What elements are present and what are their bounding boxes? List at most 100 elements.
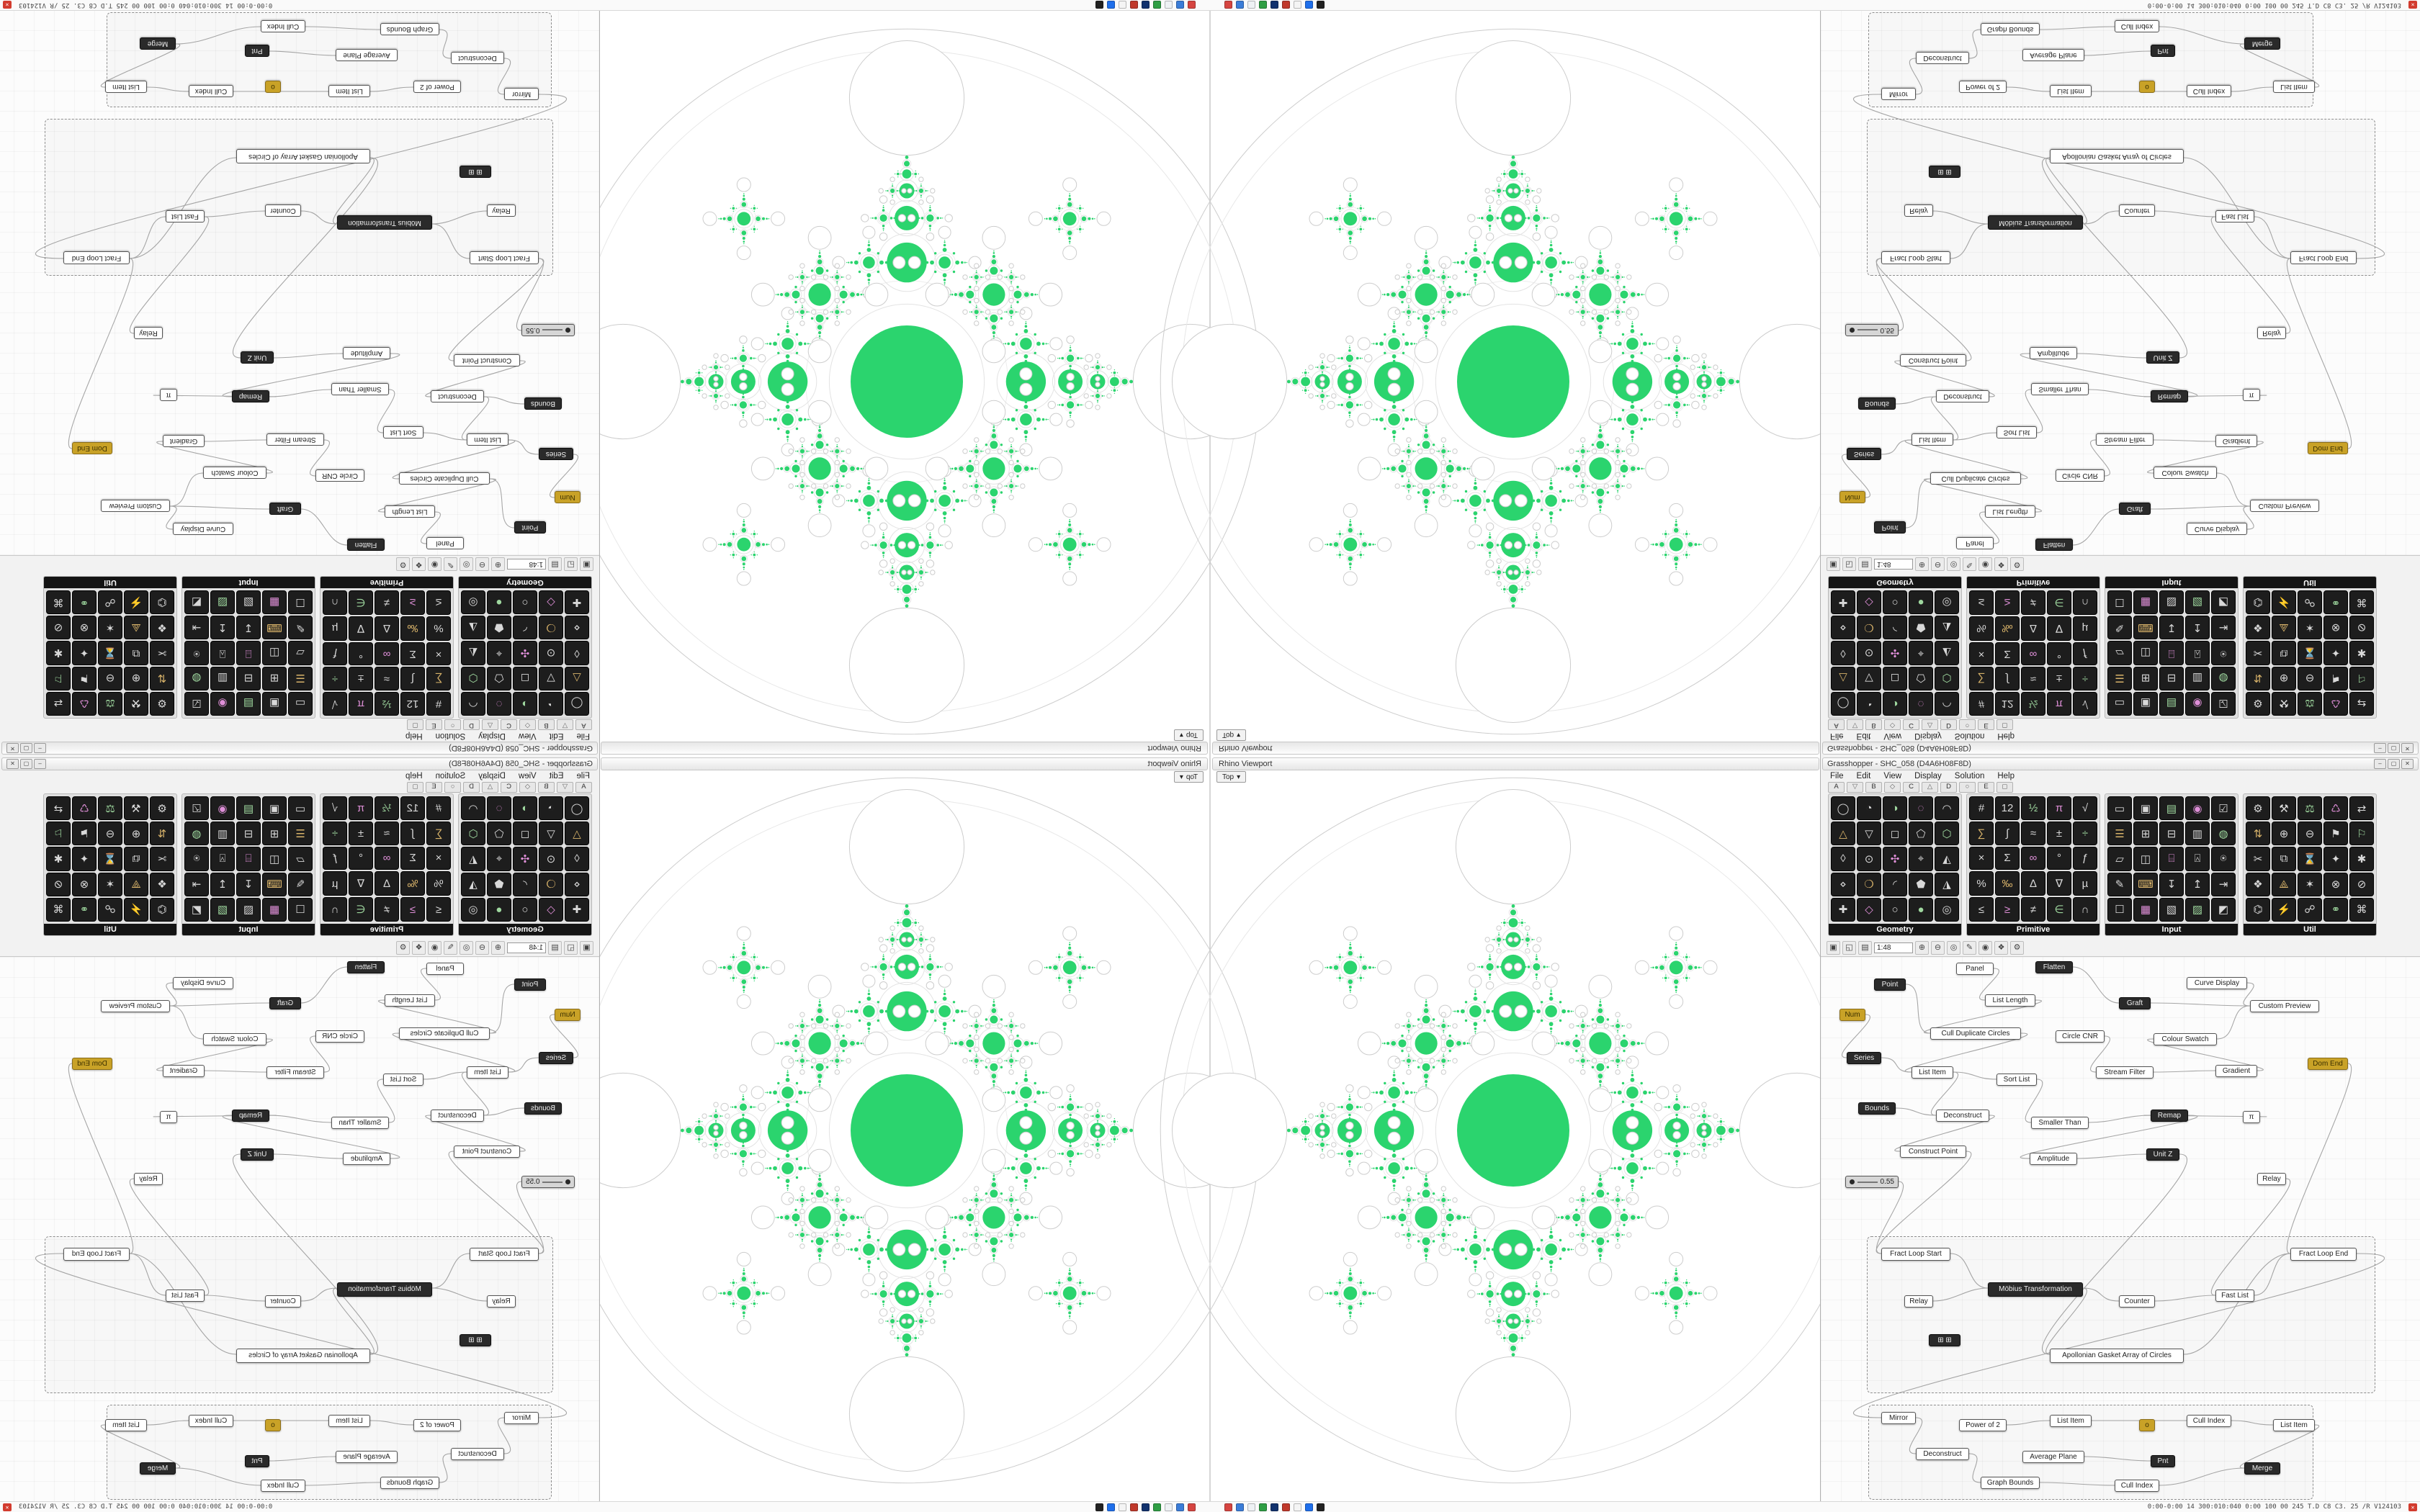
cluster-icon[interactable]: ❖ (1994, 557, 2008, 572)
component-icon[interactable]: ▦ (262, 897, 287, 922)
component-icon[interactable]: ▦ (2133, 590, 2158, 615)
taskbar-app-icon[interactable] (1153, 1, 1161, 9)
component-icon[interactable]: ✂ (150, 847, 174, 871)
tab-shape-icon[interactable]: ◻ (1996, 719, 2013, 730)
menu-help[interactable]: Help (1997, 771, 2015, 780)
component-icon[interactable]: ▨ (2185, 897, 2210, 922)
gh-node[interactable]: Amplitude (2030, 1153, 2077, 1165)
gh-node[interactable]: Gradient (2215, 435, 2257, 447)
gh-node[interactable]: Bounds (524, 1102, 562, 1115)
zoom-input[interactable] (1874, 942, 1913, 953)
taskbar-app-icon[interactable] (1282, 1, 1290, 9)
component-icon[interactable]: ◩ (184, 897, 209, 922)
component-icon[interactable]: ⊟ (236, 822, 261, 846)
gh-node[interactable]: Colour Swatch (203, 1033, 266, 1045)
gh-node[interactable]: Merge (140, 37, 176, 50)
gh-node[interactable]: Curve Display (173, 523, 233, 535)
component-icon[interactable]: ⊙ (1857, 641, 1881, 665)
component-icon[interactable]: π (2047, 692, 2071, 716)
component-icon[interactable]: ≥ (1995, 897, 2020, 922)
minimize-button[interactable]: – (34, 743, 46, 753)
component-icon[interactable]: ☐ (2107, 897, 2132, 922)
component-icon[interactable]: ✂ (150, 641, 174, 665)
component-icon[interactable]: ✱ (46, 847, 71, 871)
component-icon[interactable]: ⚙ (2246, 691, 2270, 716)
gh-node[interactable]: Bounds (524, 397, 562, 410)
gh-node[interactable]: 0.55 (1845, 324, 1899, 336)
component-icon[interactable]: ▣ (262, 691, 287, 716)
tab-shape-icon[interactable]: ▽ (557, 782, 573, 793)
gh-node[interactable]: Fract Loop End (2290, 1248, 2357, 1261)
gh-node[interactable]: Panel (1956, 537, 1994, 549)
menu-solution[interactable]: Solution (435, 732, 466, 741)
component-icon[interactable]: ◍ (2211, 666, 2236, 690)
component-icon[interactable]: × (1969, 642, 1994, 666)
tab-c[interactable]: C (1903, 782, 1919, 793)
tab-shape-icon[interactable]: ◇ (519, 782, 536, 793)
component-icon[interactable]: ▤ (236, 691, 261, 716)
gh-node[interactable]: π (2243, 1111, 2260, 1123)
rhino-titlebar[interactable]: Rhino Viewport (1212, 757, 1819, 770)
component-icon[interactable]: ⋄ (565, 872, 589, 896)
gh-node[interactable]: ⊞ ⊞ (460, 166, 491, 178)
gh-node[interactable]: Fract Loop Start (470, 251, 539, 264)
component-icon[interactable]: ◎ (461, 590, 485, 615)
gh-node[interactable]: Counter (2119, 204, 2155, 217)
zoom-in-icon[interactable]: ⊕ (1915, 557, 1929, 572)
component-icon[interactable]: ⍓ (210, 641, 235, 665)
component-icon[interactable]: ☑ (2211, 796, 2236, 821)
tab-shape-icon[interactable]: ○ (1959, 719, 1976, 730)
gh-node[interactable]: 0.55 (521, 1176, 575, 1188)
gh-node[interactable]: Smaller Than (331, 1117, 389, 1129)
gh-node[interactable]: Circle CNR (2056, 469, 2105, 482)
gh-node[interactable]: Stream Filter (266, 433, 324, 446)
menu-edit[interactable]: Edit (549, 732, 564, 741)
component-icon[interactable]: ✎ (2107, 616, 2132, 640)
tab-b[interactable]: B (1865, 782, 1882, 793)
taskbar-app-icon[interactable] (1119, 1503, 1126, 1511)
gh-node[interactable]: Bounds (1858, 397, 1896, 410)
gh-node[interactable]: List Item (328, 1415, 370, 1427)
gh-node[interactable]: Point (1874, 521, 1906, 534)
new-document-icon[interactable]: ▣ (580, 557, 593, 572)
new-document-icon[interactable]: ▣ (1827, 940, 1840, 955)
component-icon[interactable]: ⊕ (2272, 822, 2296, 846)
gh-node[interactable]: Cull Index (261, 20, 305, 32)
gh-node[interactable]: Dom End (2308, 442, 2348, 454)
gh-node[interactable]: Apollonian Gasket Array of Circles (236, 1349, 370, 1363)
save-document-icon[interactable]: ▤ (1858, 940, 1872, 955)
gh-node[interactable]: Stream Filter (2096, 433, 2154, 446)
rhino-titlebar[interactable]: Rhino Viewport (1212, 742, 1819, 755)
component-icon[interactable]: ✣ (1883, 847, 1907, 871)
gh-node[interactable]: Curve Display (2187, 523, 2247, 535)
grasshopper-titlebar[interactable]: Grasshopper - SHC_058 (D4A6H08F8D) – ▢ ✕ (1822, 742, 2419, 755)
gh-node[interactable]: Fast List (2215, 210, 2254, 222)
component-icon[interactable]: ⇥ (184, 616, 209, 640)
gh-node[interactable]: Cull Index (261, 1480, 305, 1492)
tab-shape-icon[interactable]: ◇ (1884, 719, 1901, 730)
component-icon[interactable]: ≥ (1995, 590, 2020, 615)
gh-node[interactable]: Sort List (1996, 426, 2037, 438)
component-icon[interactable]: ⌘ (2349, 897, 2374, 922)
component-icon[interactable]: ⧉ (2272, 641, 2296, 665)
component-icon[interactable]: ◭ (1935, 847, 1959, 871)
maximize-button[interactable]: ▢ (20, 759, 32, 769)
component-icon[interactable]: ● (487, 590, 511, 615)
gh-node[interactable]: Cull Duplicate Circles (399, 472, 490, 485)
menu-file[interactable]: File (1830, 771, 1844, 780)
component-icon[interactable]: ▣ (262, 796, 287, 821)
component-icon[interactable]: ∑ (1969, 667, 1994, 691)
gh-node[interactable]: Construct Point (454, 354, 520, 366)
component-icon[interactable]: ❍ (1857, 872, 1881, 896)
component-icon[interactable]: ⚑ (2323, 822, 2348, 846)
component-icon[interactable]: △ (1831, 822, 1855, 846)
component-icon[interactable]: ⚙ (150, 796, 174, 821)
gh-node[interactable]: Sort List (383, 1074, 424, 1086)
component-icon[interactable]: ° (2047, 846, 2071, 870)
gh-node[interactable]: Average Plane (336, 1451, 398, 1463)
settings-icon[interactable]: ⚙ (2010, 557, 2024, 572)
taskbar-app-icon[interactable] (1317, 1503, 1325, 1511)
component-icon[interactable]: ◻ (513, 666, 537, 690)
component-icon[interactable]: ♺ (2323, 796, 2348, 821)
sketch-tool-icon[interactable]: ✎ (444, 557, 457, 572)
